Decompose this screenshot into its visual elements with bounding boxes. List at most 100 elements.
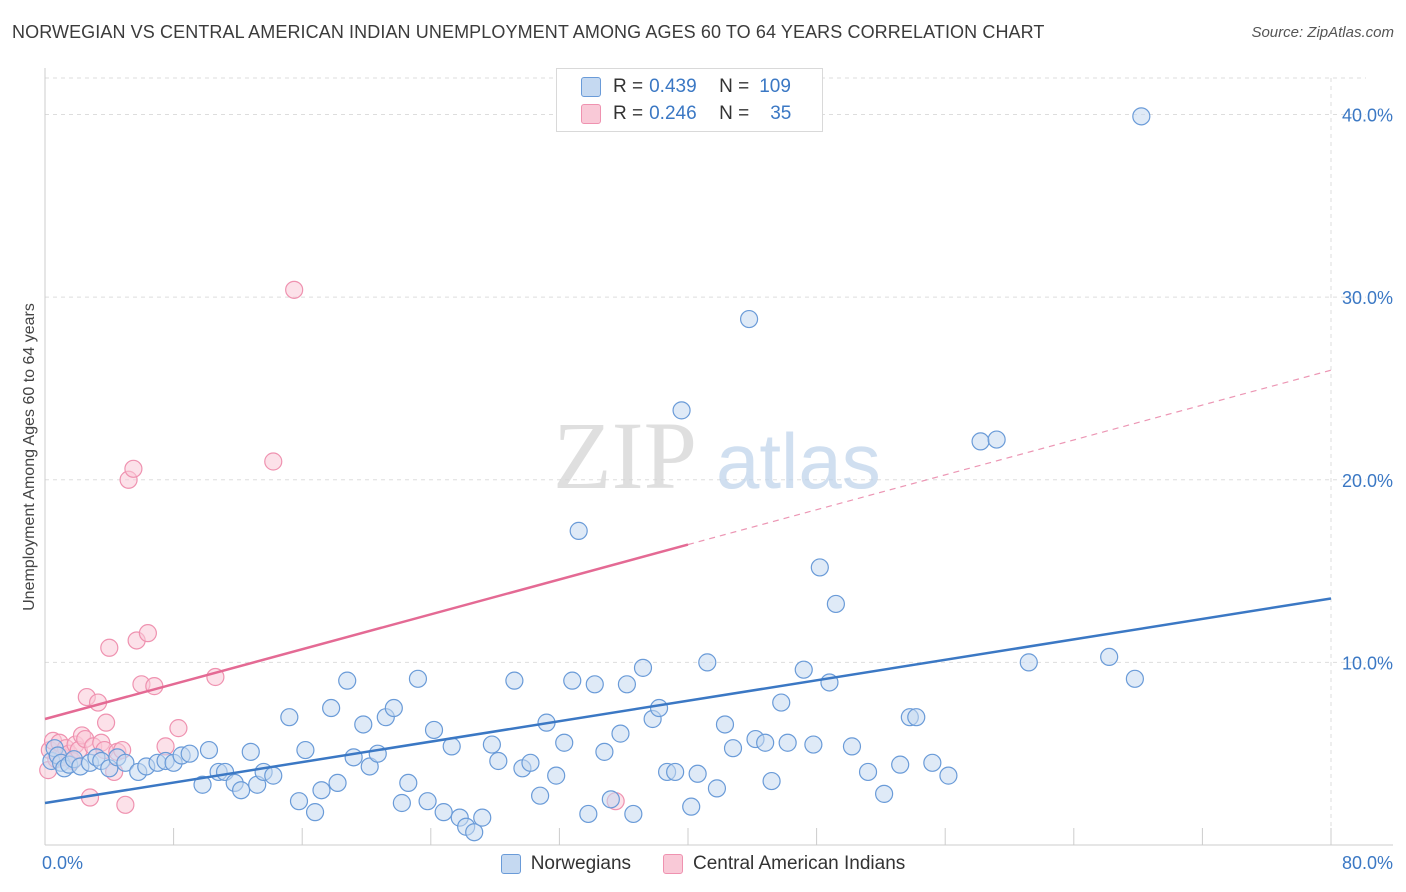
- data-point-norwegian: [434, 803, 453, 822]
- data-point-norwegian: [666, 762, 685, 782]
- correlation-legend: R = 0.439 N = 109 R = 0.246 N = 35: [556, 68, 823, 132]
- y-tick-label: 20.0%: [1342, 471, 1393, 491]
- data-point-norwegian: [1132, 107, 1151, 126]
- y-tick-label: 10.0%: [1342, 653, 1393, 673]
- data-point-norwegian: [482, 735, 501, 754]
- data-point-norwegian: [723, 739, 743, 758]
- data-point-norwegian: [971, 432, 990, 451]
- data-point-norwegian: [601, 790, 620, 809]
- data-point-norwegian: [399, 773, 418, 793]
- data-point-norwegian: [707, 779, 727, 798]
- data-point-norwegian: [579, 804, 598, 824]
- n-value: 109: [759, 76, 791, 97]
- data-point-norwegian: [368, 744, 387, 763]
- data-point-norwegian: [739, 309, 759, 329]
- norwegians-points: [42, 107, 1151, 842]
- data-point-norwegian: [672, 401, 691, 420]
- data-point-norwegian: [762, 771, 781, 791]
- data-point-norwegian: [408, 669, 428, 688]
- blue-swatch: [500, 854, 521, 874]
- trend-line-central-american-indians: [44, 543, 689, 721]
- axes: [44, 68, 1393, 846]
- data-point-norwegian: [1125, 669, 1144, 688]
- data-point-central-american-indian: [116, 795, 135, 814]
- data-point-norwegian: [778, 733, 797, 752]
- data-point-norwegian: [322, 698, 341, 718]
- trend-line-central-american-indians-extrapolated: [687, 369, 1332, 546]
- trend-lines: [44, 369, 1332, 805]
- data-point-norwegian: [354, 715, 373, 734]
- data-point-norwegian: [241, 742, 260, 761]
- data-point-central-american-indian: [96, 713, 116, 732]
- r-value: 0.439: [649, 76, 697, 97]
- data-point-norwegian: [1100, 647, 1119, 667]
- data-point-norwegian: [1019, 653, 1038, 672]
- central-american-indians-points: [39, 280, 625, 814]
- trend-line-norwegians: [44, 597, 1332, 805]
- data-point-central-american-indian: [285, 280, 304, 299]
- data-point-central-american-indian: [124, 459, 143, 478]
- data-point-norwegian: [907, 708, 926, 727]
- data-point-norwegian: [232, 781, 251, 800]
- data-point-norwegian: [296, 740, 315, 760]
- data-point-norwegian: [418, 792, 437, 811]
- pink-swatch: [663, 854, 684, 874]
- series-legend: Norwegians Central American Indians: [0, 851, 1406, 877]
- watermark: ZIP atlas: [553, 402, 881, 509]
- legend-row-norwegians: R = 0.439 N = 109: [581, 74, 791, 100]
- data-point-norwegian: [555, 733, 574, 752]
- data-point-norwegian: [505, 671, 524, 690]
- data-point-norwegian: [585, 675, 604, 694]
- y-tick-label: 40.0%: [1342, 106, 1393, 126]
- r-value: 0.246: [649, 103, 697, 124]
- data-point-norwegian: [804, 735, 823, 754]
- data-point-norwegian: [842, 737, 862, 756]
- data-point-central-american-indian: [138, 624, 157, 643]
- data-point-norwegian: [312, 781, 331, 800]
- legend-item-norwegians[interactable]: Norwegians: [500, 853, 631, 875]
- data-point-norwegian: [826, 594, 845, 614]
- data-point-norwegian: [688, 764, 707, 783]
- data-point-norwegian: [698, 653, 717, 672]
- data-point-norwegian: [682, 797, 701, 816]
- data-point-norwegian: [987, 430, 1006, 449]
- data-point-central-american-indian: [100, 638, 119, 657]
- data-point-norwegian: [521, 753, 540, 772]
- data-point-central-american-indian: [264, 452, 283, 471]
- data-point-norwegian: [715, 715, 735, 734]
- data-point-norwegian: [116, 753, 135, 772]
- data-point-norwegian: [384, 698, 403, 718]
- data-point-norwegian: [465, 823, 484, 842]
- data-point-norwegian: [280, 708, 299, 727]
- data-point-norwegian: [649, 698, 669, 718]
- data-point-norwegian: [923, 753, 942, 772]
- data-point-norwegian: [264, 766, 283, 785]
- data-point-norwegian: [473, 808, 492, 827]
- chart-title: NORWEGIAN VS CENTRAL AMERICAN INDIAN UNE…: [12, 22, 1045, 42]
- data-point-norwegian: [595, 742, 614, 761]
- data-point-norwegian: [756, 733, 775, 752]
- data-point-norwegian: [193, 775, 212, 794]
- data-point-norwegian: [772, 693, 791, 712]
- data-point-norwegian: [875, 784, 894, 803]
- data-point-norwegian: [489, 751, 508, 771]
- r-label: R =: [613, 103, 644, 124]
- data-point-norwegian: [633, 658, 653, 677]
- data-point-norwegian: [360, 757, 379, 776]
- data-point-norwegian: [569, 521, 588, 540]
- data-point-norwegian: [617, 675, 637, 694]
- data-point-norwegian: [328, 773, 347, 793]
- data-point-norwegian: [180, 744, 199, 763]
- legend-row-central-american-indians: R = 0.246 N = 35: [581, 101, 791, 127]
- data-point-norwegian: [289, 792, 309, 811]
- data-point-central-american-indian: [169, 719, 188, 738]
- tick-labels: 10.0% 20.0% 30.0% 40.0% 0.0% 80.0%: [42, 106, 1393, 873]
- blue-swatch: [581, 77, 601, 97]
- watermark-zip: ZIP: [553, 402, 697, 509]
- data-point-norwegian: [305, 803, 325, 822]
- y-tick-label: 30.0%: [1342, 288, 1393, 308]
- pink-swatch: [581, 104, 601, 124]
- data-point-norwegian: [891, 755, 910, 774]
- legend-item-central-american-indians[interactable]: Central American Indians: [663, 853, 905, 875]
